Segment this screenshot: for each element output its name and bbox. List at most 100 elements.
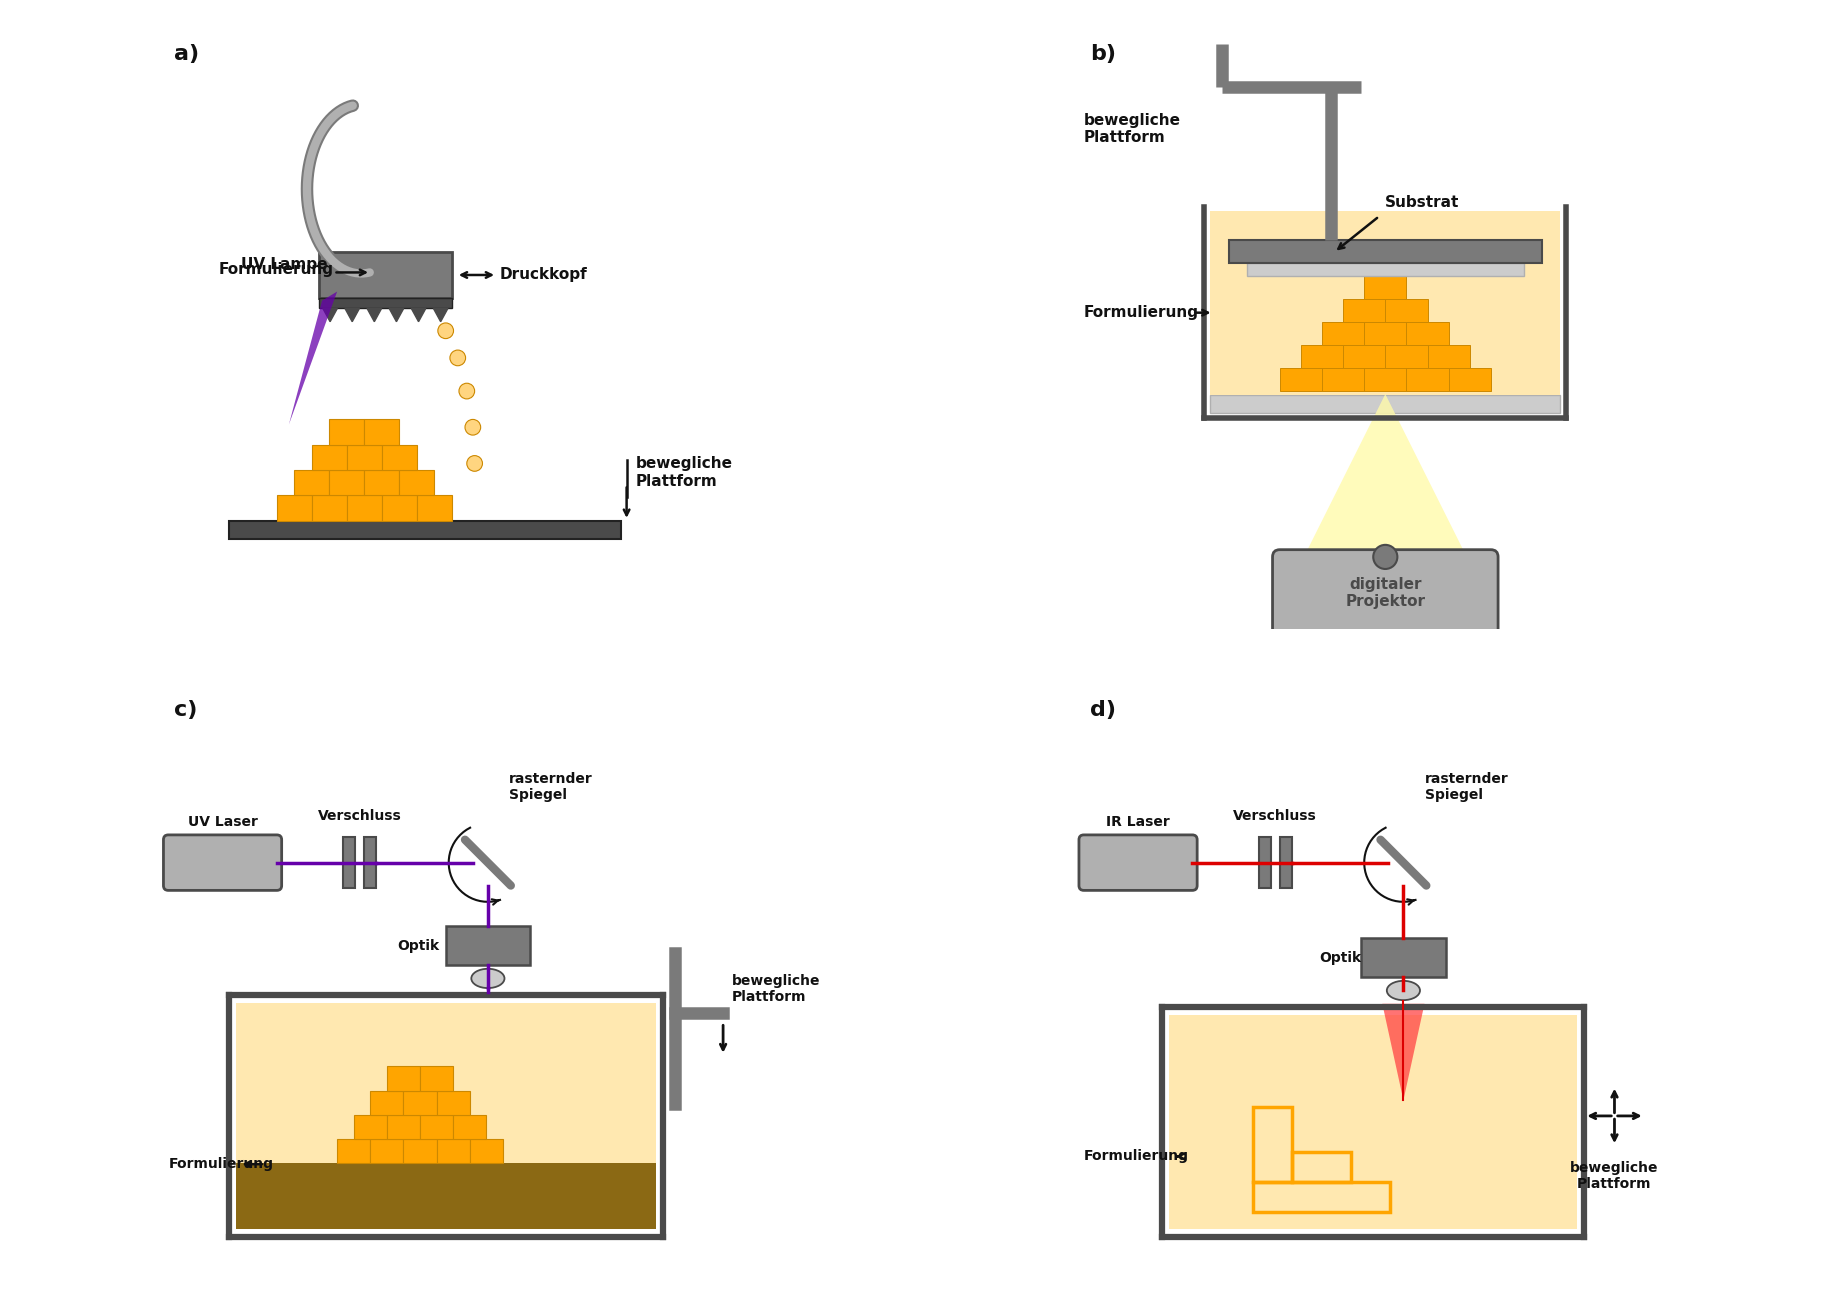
- Text: digitaler
Projektor: digitaler Projektor: [1345, 577, 1424, 610]
- Text: a): a): [174, 45, 199, 64]
- Circle shape: [465, 420, 481, 435]
- FancyBboxPatch shape: [236, 1003, 655, 1230]
- FancyBboxPatch shape: [353, 1114, 386, 1139]
- FancyBboxPatch shape: [1360, 939, 1446, 977]
- FancyBboxPatch shape: [419, 1114, 454, 1139]
- Polygon shape: [366, 308, 381, 321]
- FancyBboxPatch shape: [337, 1139, 370, 1163]
- FancyBboxPatch shape: [311, 444, 346, 471]
- Circle shape: [437, 323, 454, 338]
- FancyBboxPatch shape: [370, 1091, 403, 1114]
- Text: Formulierung: Formulierung: [1083, 1150, 1188, 1163]
- Ellipse shape: [1385, 981, 1420, 1000]
- Text: Druckkopf: Druckkopf: [500, 267, 587, 282]
- Text: Optik: Optik: [397, 939, 439, 953]
- FancyBboxPatch shape: [1272, 549, 1497, 637]
- FancyBboxPatch shape: [163, 835, 282, 890]
- Text: UV Laser: UV Laser: [187, 815, 258, 830]
- FancyBboxPatch shape: [403, 1091, 436, 1114]
- Text: Verschluss: Verschluss: [1232, 809, 1316, 823]
- Ellipse shape: [470, 969, 505, 988]
- Text: Verschluss: Verschluss: [317, 809, 401, 823]
- Circle shape: [467, 456, 483, 471]
- Text: Optik: Optik: [1318, 950, 1360, 965]
- FancyBboxPatch shape: [399, 471, 434, 496]
- Polygon shape: [289, 291, 337, 425]
- Polygon shape: [434, 308, 448, 321]
- FancyBboxPatch shape: [318, 252, 452, 298]
- FancyBboxPatch shape: [1343, 345, 1385, 368]
- FancyBboxPatch shape: [229, 520, 620, 539]
- Polygon shape: [412, 308, 426, 321]
- FancyBboxPatch shape: [1279, 368, 1321, 391]
- Polygon shape: [1382, 1004, 1424, 1100]
- FancyBboxPatch shape: [436, 1139, 470, 1163]
- FancyBboxPatch shape: [436, 1091, 470, 1114]
- FancyBboxPatch shape: [1448, 368, 1490, 391]
- FancyBboxPatch shape: [329, 471, 364, 496]
- Text: IR Laser: IR Laser: [1105, 815, 1169, 830]
- FancyBboxPatch shape: [1169, 1015, 1576, 1230]
- Text: rasternder
Spiegel: rasternder Spiegel: [509, 772, 593, 802]
- FancyBboxPatch shape: [1343, 299, 1385, 323]
- FancyBboxPatch shape: [364, 471, 399, 496]
- FancyBboxPatch shape: [1405, 323, 1448, 345]
- Polygon shape: [390, 308, 403, 321]
- FancyBboxPatch shape: [1299, 345, 1343, 368]
- FancyBboxPatch shape: [1363, 323, 1405, 345]
- FancyBboxPatch shape: [346, 496, 382, 520]
- FancyBboxPatch shape: [386, 1066, 419, 1091]
- FancyBboxPatch shape: [346, 444, 382, 471]
- Text: b): b): [1089, 45, 1114, 64]
- FancyBboxPatch shape: [417, 496, 452, 520]
- FancyBboxPatch shape: [1257, 838, 1270, 888]
- FancyBboxPatch shape: [295, 471, 329, 496]
- FancyBboxPatch shape: [1363, 368, 1405, 391]
- FancyBboxPatch shape: [1321, 323, 1363, 345]
- FancyBboxPatch shape: [419, 1066, 454, 1091]
- Text: Formulierung: Formulierung: [1083, 305, 1199, 320]
- Circle shape: [1372, 545, 1396, 569]
- Text: bewegliche
Plattform: bewegliche Plattform: [635, 456, 732, 489]
- FancyBboxPatch shape: [386, 1114, 419, 1139]
- FancyBboxPatch shape: [236, 1163, 655, 1230]
- FancyBboxPatch shape: [342, 838, 355, 888]
- Circle shape: [459, 383, 474, 399]
- FancyBboxPatch shape: [382, 444, 417, 471]
- FancyBboxPatch shape: [364, 838, 377, 888]
- FancyBboxPatch shape: [470, 1139, 503, 1163]
- FancyBboxPatch shape: [364, 420, 399, 444]
- Text: UV Lampe: UV Lampe: [240, 257, 328, 271]
- Polygon shape: [1307, 395, 1462, 551]
- Text: c): c): [174, 700, 198, 720]
- FancyBboxPatch shape: [382, 496, 417, 520]
- Circle shape: [450, 350, 465, 366]
- FancyBboxPatch shape: [1321, 368, 1363, 391]
- Polygon shape: [344, 308, 359, 321]
- FancyBboxPatch shape: [1405, 368, 1448, 391]
- Text: Formulierung: Formulierung: [220, 262, 333, 277]
- FancyBboxPatch shape: [1228, 240, 1541, 264]
- FancyBboxPatch shape: [1385, 299, 1427, 323]
- Text: rasternder
Spiegel: rasternder Spiegel: [1424, 772, 1508, 802]
- FancyBboxPatch shape: [276, 496, 311, 520]
- FancyBboxPatch shape: [1427, 345, 1469, 368]
- FancyBboxPatch shape: [1363, 277, 1405, 299]
- FancyBboxPatch shape: [1210, 396, 1559, 413]
- FancyBboxPatch shape: [445, 926, 531, 965]
- Text: bewegliche
Plattform: bewegliche Plattform: [1570, 1162, 1658, 1192]
- Text: Formulierung: Formulierung: [168, 1158, 273, 1171]
- FancyBboxPatch shape: [1246, 264, 1523, 277]
- FancyBboxPatch shape: [370, 1139, 403, 1163]
- FancyBboxPatch shape: [1385, 345, 1427, 368]
- Polygon shape: [322, 308, 337, 321]
- FancyBboxPatch shape: [318, 298, 452, 308]
- FancyBboxPatch shape: [1210, 211, 1559, 396]
- FancyBboxPatch shape: [454, 1114, 487, 1139]
- FancyBboxPatch shape: [1279, 838, 1292, 888]
- FancyBboxPatch shape: [1078, 835, 1197, 890]
- FancyBboxPatch shape: [403, 1139, 436, 1163]
- FancyBboxPatch shape: [311, 496, 346, 520]
- FancyBboxPatch shape: [329, 420, 364, 444]
- Text: bewegliche
Plattform: bewegliche Plattform: [1083, 113, 1180, 146]
